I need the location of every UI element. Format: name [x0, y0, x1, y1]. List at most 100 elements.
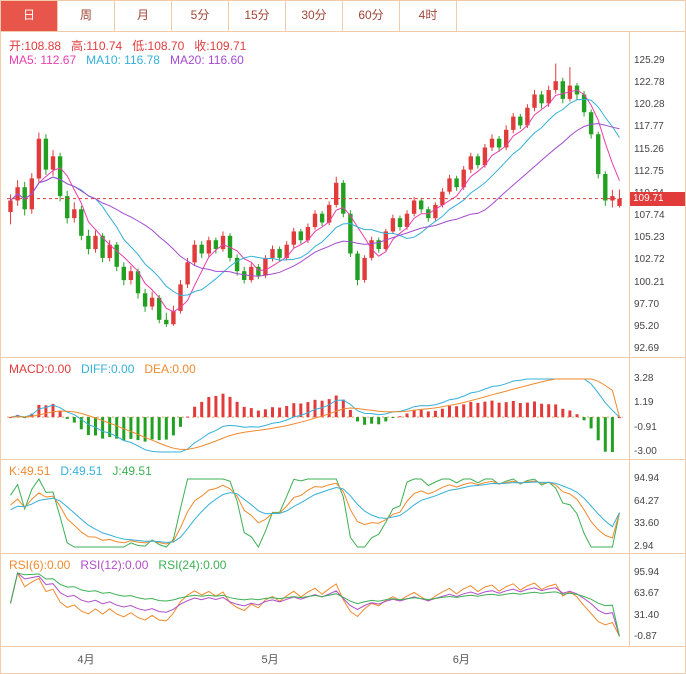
candle-body — [93, 235, 98, 250]
macd-bar — [157, 417, 161, 441]
macd-bar — [171, 417, 175, 436]
macd-bar — [214, 395, 218, 418]
candle-body — [57, 156, 63, 197]
macd-bar — [405, 413, 409, 418]
y-axis-tick: 31.40 — [634, 609, 660, 621]
rsi6-line — [10, 571, 620, 637]
y-axis-tick: 125.29 — [634, 55, 665, 66]
macd-bar — [525, 402, 529, 418]
tab-4hour[interactable]: 4时 — [400, 1, 457, 31]
ma10-line — [10, 98, 620, 297]
legend-ohlc-item-3: 收:109.71 — [194, 39, 247, 53]
macd-bar — [72, 417, 76, 423]
y-axis-tick: 95.94 — [634, 567, 660, 578]
legend-ohlc-item-2: 低:108.70 — [132, 39, 185, 53]
y-axis-tick: 120.28 — [634, 99, 665, 111]
macd-bar — [256, 410, 260, 418]
candle-body — [362, 257, 367, 280]
legend-ma-item-0: MA5: 112.67 — [9, 53, 77, 67]
macd-bar — [356, 417, 359, 422]
kdj-indicator-chart[interactable] — [1, 460, 629, 553]
macd-bar — [384, 417, 388, 422]
candle-body — [581, 94, 587, 113]
macd-bar — [589, 417, 593, 429]
macd-bar — [476, 402, 480, 418]
macd-bar — [101, 417, 105, 439]
candle-body — [603, 174, 608, 201]
candle-body — [312, 213, 318, 227]
panel-divider — [1, 646, 685, 647]
candle-body — [532, 94, 537, 108]
candle-body — [270, 249, 275, 258]
rsi-indicator-chart[interactable] — [1, 554, 629, 646]
panel-divider — [1, 553, 685, 554]
x-axis-label: 6月 — [452, 654, 470, 666]
tab-5min[interactable]: 5分 — [172, 1, 229, 31]
y-axis-tick: 92.69 — [634, 343, 660, 354]
macd-bar — [263, 409, 267, 418]
candle-body — [525, 107, 530, 126]
macd-bar — [455, 406, 459, 418]
macd-bar — [207, 397, 211, 418]
macd-indicator-chart[interactable] — [1, 358, 629, 459]
macd-bar — [341, 399, 345, 418]
legend-macd-item-2: DEA:0.00 — [144, 362, 196, 376]
candle-body — [553, 81, 558, 90]
candle-body — [142, 293, 148, 307]
tab-30min[interactable]: 30分 — [286, 1, 343, 31]
candle-body — [86, 235, 91, 250]
candle-body — [489, 138, 495, 148]
legend-rsi-item-0: RSI(6):0.00 — [9, 558, 71, 572]
macd-bar — [561, 408, 565, 418]
tab-monthly[interactable]: 月 — [115, 1, 172, 31]
legend-ma-item-2: MA20: 116.60 — [169, 53, 244, 67]
y-axis-tick: 94.94 — [634, 473, 660, 484]
macd-bar — [136, 417, 140, 441]
y-axis-tick: 63.67 — [634, 588, 660, 600]
candle-body — [107, 244, 112, 258]
diff-line — [10, 378, 620, 453]
y-axis-tick: 112.75 — [634, 165, 664, 177]
candle-body — [65, 196, 70, 219]
macd-bar — [94, 417, 97, 436]
macd-bar — [278, 407, 282, 418]
candle-body — [596, 134, 601, 174]
candle-body — [121, 266, 126, 281]
tab-15min[interactable]: 15分 — [229, 1, 286, 31]
macd-legend: MACD:0.00 DIFF:0.00 DEA:0.00 — [9, 362, 206, 376]
macd-bar — [164, 417, 168, 440]
candle-body — [178, 284, 183, 311]
candle-body — [164, 319, 169, 325]
y-axis-tick: 97.70 — [634, 298, 660, 310]
candle-body — [298, 231, 303, 241]
tab-60min[interactable]: 60分 — [343, 1, 400, 31]
macd-bar — [200, 401, 204, 418]
candle-body — [242, 271, 247, 280]
legend-kdj-item-1: D:49.51 — [60, 464, 103, 478]
main-candlestick-chart[interactable] — [1, 31, 629, 357]
tab-weekly[interactable]: 周 — [58, 1, 115, 31]
y-axis-tick: 1.19 — [634, 397, 654, 409]
macd-bar — [249, 408, 253, 418]
x-axis-label: 5月 — [261, 654, 279, 666]
y-axis-tick: -0.87 — [634, 631, 657, 642]
macd-bar — [511, 401, 515, 418]
macd-bar — [433, 410, 437, 418]
y-axis-tick: 107.74 — [634, 210, 665, 222]
candle-body — [36, 138, 42, 179]
macd-bar — [143, 417, 147, 442]
legend-rsi-item-2: RSI(24):0.00 — [158, 558, 227, 572]
candle-body — [305, 227, 311, 241]
macd-bar — [313, 399, 317, 418]
tab-daily[interactable]: 日 — [1, 1, 58, 31]
panel-divider — [1, 459, 685, 460]
macd-bar — [440, 408, 444, 418]
macd-bar — [568, 410, 572, 418]
candle-body — [511, 116, 516, 130]
candle-body — [185, 262, 190, 285]
d-line — [10, 481, 620, 543]
macd-bar — [51, 403, 55, 418]
macd-bar — [518, 403, 522, 418]
ma-legend: MA5: 112.67 MA10: 116.78 MA20: 116.60 — [9, 53, 254, 67]
macd-bar — [504, 402, 508, 418]
